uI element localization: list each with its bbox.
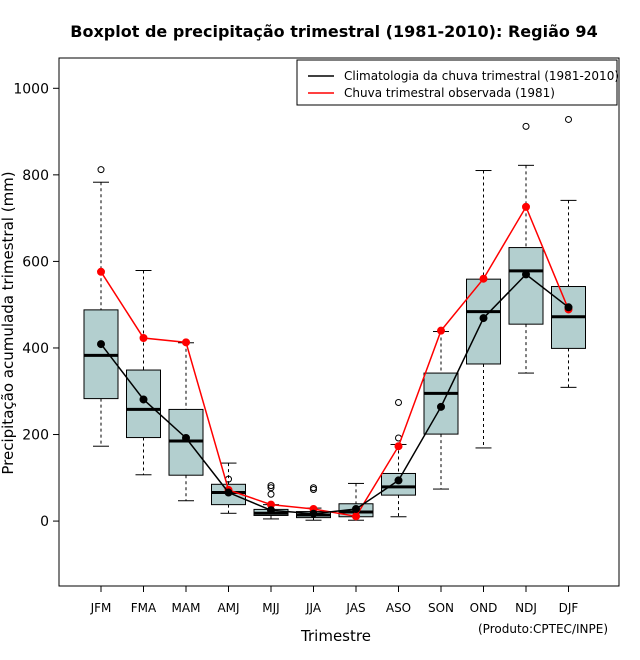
outlier-point xyxy=(310,484,317,492)
y-axis: 0 200 400 600 800 1000 xyxy=(13,81,60,530)
y-tick-label: 200 xyxy=(22,428,49,444)
series-point-observed xyxy=(522,202,530,211)
y-tick-label: 400 xyxy=(22,341,49,357)
series-point-observed xyxy=(97,267,105,276)
series-line-observed xyxy=(100,205,570,518)
series-lines-group xyxy=(97,202,573,521)
series-point-climatology xyxy=(224,488,233,497)
outlier-point xyxy=(97,166,105,174)
x-axis: JFM FMA MAM AMJ MJJ JJA JAS ASO SON OND NDJ DJF xyxy=(90,585,579,615)
outlier-point xyxy=(267,490,275,498)
series-point-observed xyxy=(394,442,403,451)
series-point-observed xyxy=(437,326,445,335)
box-iqr xyxy=(126,369,161,439)
series-point-climatology xyxy=(182,433,190,442)
series-point-climatology xyxy=(394,476,403,485)
box-jfm xyxy=(83,166,119,447)
x-tick-label: JFM xyxy=(90,601,112,615)
x-tick-label: NDJ xyxy=(515,601,537,615)
outlier-point xyxy=(267,484,275,492)
series-point-climatology xyxy=(479,314,488,323)
series-point-climatology xyxy=(309,509,318,518)
legend-box xyxy=(296,59,618,106)
series-point-observed xyxy=(182,338,190,347)
outlier-point xyxy=(267,482,275,490)
x-tick-label: OND xyxy=(470,601,498,615)
series-point-climatology xyxy=(352,504,360,513)
x-tick-label: AMJ xyxy=(217,601,239,615)
outlier-point xyxy=(395,398,402,406)
box-mam xyxy=(168,342,204,502)
x-tick-label: DJF xyxy=(559,601,579,615)
series-point-observed xyxy=(479,274,488,283)
legend-label-climatology: Climatologia da chuva trimestral (1981-2… xyxy=(344,69,619,83)
series-point-climatology xyxy=(564,303,573,312)
box-aso xyxy=(381,398,416,518)
x-tick-label: SON xyxy=(428,601,454,615)
x-tick-label: JAS xyxy=(345,601,365,615)
chart-title: Boxplot de precipitação trimestral (1981… xyxy=(70,22,597,41)
y-tick-label: 600 xyxy=(22,254,49,270)
x-tick-label: JJA xyxy=(305,601,322,615)
box-ndj xyxy=(508,122,544,374)
x-tick-label: MAM xyxy=(172,601,201,615)
series-point-observed xyxy=(139,334,148,343)
series-point-climatology xyxy=(522,270,530,279)
x-tick-label: ASO xyxy=(386,601,411,615)
series-point-climatology xyxy=(97,340,105,349)
box-ond xyxy=(466,170,501,449)
box-djf xyxy=(551,115,586,388)
boxes-group xyxy=(83,115,586,521)
box-fma xyxy=(126,269,161,476)
series-point-observed xyxy=(352,512,360,521)
y-tick-label: 1000 xyxy=(13,81,49,97)
series-point-climatology xyxy=(267,506,275,515)
series-point-climatology xyxy=(139,395,148,404)
series-line-climatology xyxy=(100,273,569,515)
credit-text: (Produto:CPTEC/INPE) xyxy=(478,622,608,636)
legend: Climatologia da chuva trimestral (1981-2… xyxy=(296,59,619,106)
outlier-point xyxy=(522,122,530,130)
legend-label-observed: Chuva trimestral observada (1981) xyxy=(344,86,555,100)
outlier-point xyxy=(565,115,572,123)
series-point-climatology xyxy=(437,402,445,411)
y-tick-label: 800 xyxy=(22,168,49,184)
y-tick-label: 0 xyxy=(40,514,49,530)
x-axis-label: Trimestre xyxy=(300,627,371,645)
x-tick-label: FMA xyxy=(131,601,157,615)
y-axis-label: Precipitação acumulada trimestral (mm) xyxy=(0,171,17,474)
x-tick-label: MJJ xyxy=(262,601,279,615)
